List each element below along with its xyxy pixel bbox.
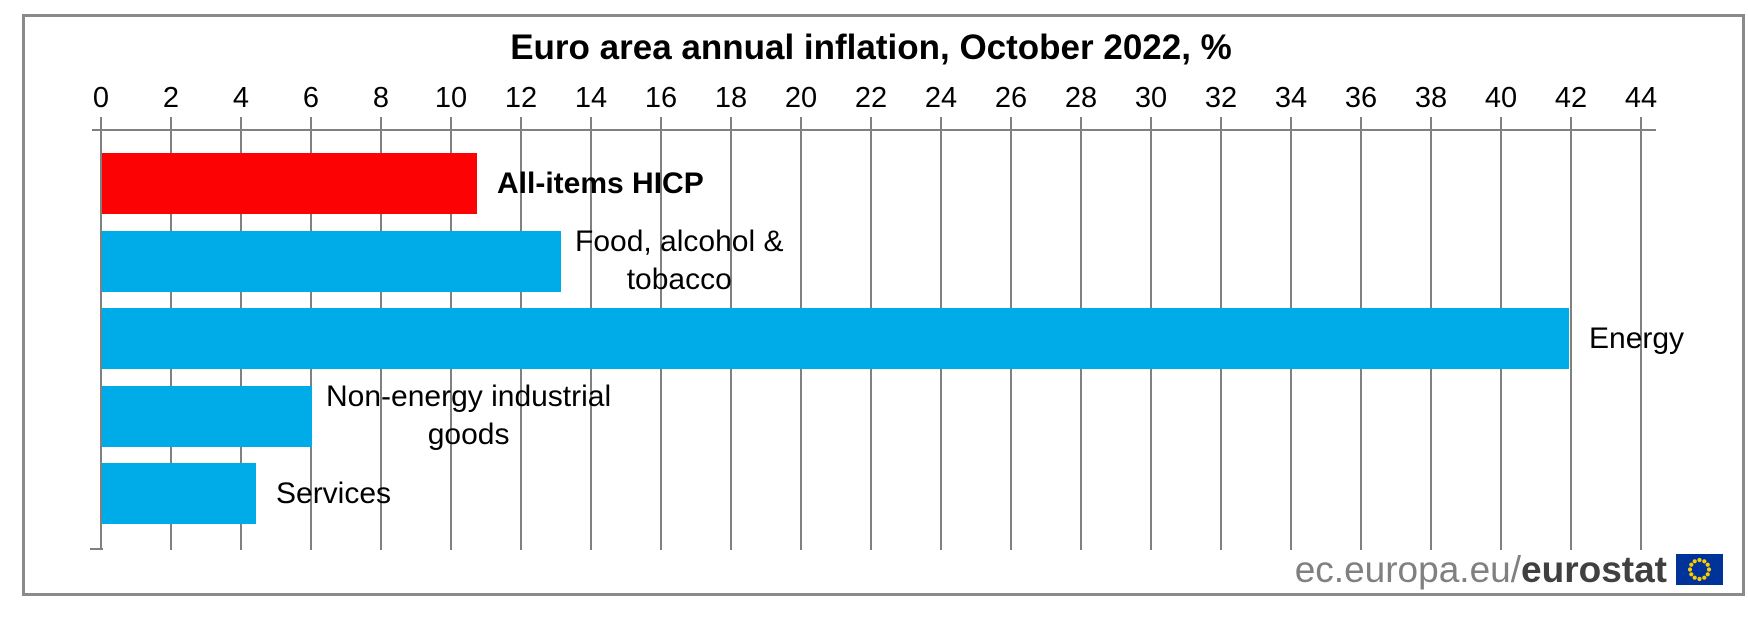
x-tick-label: 40 <box>1484 82 1518 114</box>
x-tick-label: 4 <box>232 82 250 114</box>
x-tick-label: 24 <box>924 82 958 114</box>
bar-food-alcohol-tobacco <box>102 230 561 292</box>
x-tick-label: 10 <box>434 82 468 114</box>
x-tick-label: 38 <box>1414 82 1448 114</box>
x-tick-mark <box>450 117 452 131</box>
x-tick-label: 20 <box>784 82 818 114</box>
x-axis-line <box>92 129 1656 131</box>
bar-label: All-items HICP <box>497 166 704 200</box>
x-tick-label: 6 <box>302 82 320 114</box>
x-tick-mark <box>100 117 102 131</box>
bar-all-items-hicp <box>102 153 477 214</box>
chart-border-frame <box>22 14 1745 596</box>
x-tick-mark <box>800 117 802 131</box>
x-tick-mark <box>1290 117 1292 131</box>
x-tick-mark <box>1500 117 1502 131</box>
eu-flag-icon <box>1676 553 1723 585</box>
x-tick-mark <box>1640 117 1642 131</box>
x-tick-label: 16 <box>644 82 678 114</box>
bar-non-energy-industrial-goods <box>102 385 312 447</box>
bar-label: Food, alcohol & tobacco <box>575 225 784 296</box>
y-axis-foot <box>90 548 103 550</box>
eurostat-url-prefix: ec.europa.eu/ <box>1294 548 1522 590</box>
x-tick-mark <box>1360 117 1362 131</box>
x-tick-label: 44 <box>1624 82 1658 114</box>
x-tick-mark <box>520 117 522 131</box>
x-tick-mark <box>240 117 242 131</box>
x-tick-mark <box>940 117 942 131</box>
x-tick-label: 22 <box>854 82 888 114</box>
x-tick-label: 8 <box>372 82 390 114</box>
x-tick-label: 14 <box>574 82 608 114</box>
x-tick-label: 26 <box>994 82 1028 114</box>
x-tick-mark <box>660 117 662 131</box>
x-tick-label: 18 <box>714 82 748 114</box>
x-tick-mark <box>870 117 872 131</box>
bar-label: Services <box>276 476 392 510</box>
x-tick-label: 32 <box>1204 82 1238 114</box>
x-tick-mark <box>170 117 172 131</box>
x-tick-mark <box>310 117 312 131</box>
x-tick-mark <box>1080 117 1082 131</box>
eurostat-url-bold: eurostat <box>1521 548 1667 590</box>
bar-label: Energy <box>1589 321 1685 355</box>
x-tick-mark <box>730 117 732 131</box>
gridline <box>1570 130 1572 550</box>
x-tick-label: 36 <box>1344 82 1378 114</box>
x-tick-label: 28 <box>1064 82 1098 114</box>
x-tick-label: 0 <box>92 82 110 114</box>
eurostat-url: ec.europa.eu/eurostat <box>1295 551 1667 588</box>
x-tick-mark <box>590 117 592 131</box>
x-tick-mark <box>1570 117 1572 131</box>
bar-energy <box>102 308 1569 369</box>
bar-services <box>102 463 256 524</box>
x-tick-label: 30 <box>1134 82 1168 114</box>
x-tick-label: 34 <box>1274 82 1308 114</box>
x-tick-label: 42 <box>1554 82 1588 114</box>
eurostat-branding: ec.europa.eu/eurostat <box>1295 549 1723 589</box>
x-tick-mark <box>1220 117 1222 131</box>
y-axis-line <box>100 130 102 550</box>
x-tick-mark <box>1430 117 1432 131</box>
bar-label: Non-energy industrial goods <box>326 380 612 451</box>
x-tick-mark <box>1010 117 1012 131</box>
x-tick-label: 12 <box>504 82 538 114</box>
x-tick-label: 2 <box>162 82 180 114</box>
gridline <box>1640 130 1642 550</box>
x-tick-mark <box>1150 117 1152 131</box>
x-tick-mark <box>380 117 382 131</box>
chart-title: Euro area annual inflation, October 2022… <box>510 28 1232 67</box>
